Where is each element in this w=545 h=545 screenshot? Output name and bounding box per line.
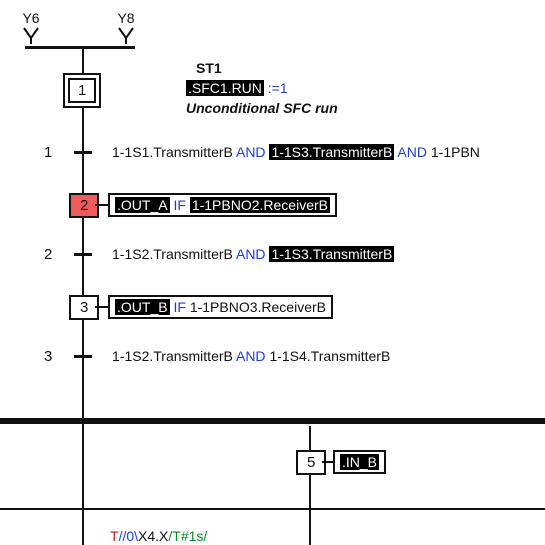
terminal-icon <box>22 26 40 44</box>
transition-3-tick[interactable] <box>74 355 92 358</box>
transition-3-label: 3 <box>44 348 52 365</box>
sfc-rail-lower-left <box>82 426 84 545</box>
sfc-title: ST1 <box>196 60 222 76</box>
top-bar <box>25 46 135 49</box>
step-3-num: 3 <box>80 299 88 316</box>
step-5-action[interactable]: .IN_B <box>333 450 386 474</box>
parallel-branch-bar-top <box>0 418 545 424</box>
terminal-y6: Y6 <box>22 10 40 44</box>
bottom-truncated-text: T//0\X4.X/T#1s/ <box>110 528 207 544</box>
sfc-run-line: .SFC1.RUN :=1 <box>186 80 288 96</box>
step-5-num: 5 <box>307 454 315 471</box>
transition-1-tick[interactable] <box>74 151 92 154</box>
terminal-y8-label: Y8 <box>117 10 135 26</box>
terminal-y8: Y8 <box>117 10 135 44</box>
step-2-action-link <box>95 204 109 206</box>
transition-2-label: 2 <box>44 246 52 263</box>
sfc-rail-lower-right <box>309 426 311 545</box>
transition-2-expr: 1-1S2.TransmitterB AND 1-1S3.Transmitter… <box>112 246 394 262</box>
sfc-run-var: .SFC1.RUN <box>186 80 264 96</box>
terminal-y6-label: Y6 <box>22 10 40 26</box>
sfc-run-assign: :=1 <box>268 80 288 96</box>
step-3-action[interactable]: .OUT_B IF 1-1PBNO3.ReceiverB <box>108 295 333 319</box>
step-3-action-link <box>95 306 109 308</box>
transition-3-expr: 1-1S2.TransmitterB AND 1-1S4.Transmitter… <box>112 348 390 364</box>
step-2-action[interactable]: .OUT_A IF 1-1PBNO2.ReceiverB <box>108 193 337 217</box>
terminal-icon <box>117 26 135 44</box>
transition-1-label: 1 <box>44 144 52 161</box>
sfc-rail <box>82 46 84 466</box>
transition-1-expr: 1-1S1.TransmitterB AND 1-1S3.Transmitter… <box>112 144 480 160</box>
transition-2-tick[interactable] <box>74 253 92 256</box>
step-1-num: 1 <box>68 78 96 103</box>
sfc-subtitle: Unconditional SFC run <box>186 100 338 116</box>
step-1[interactable]: 1 <box>63 73 101 108</box>
step-2-num: 2 <box>80 197 88 214</box>
